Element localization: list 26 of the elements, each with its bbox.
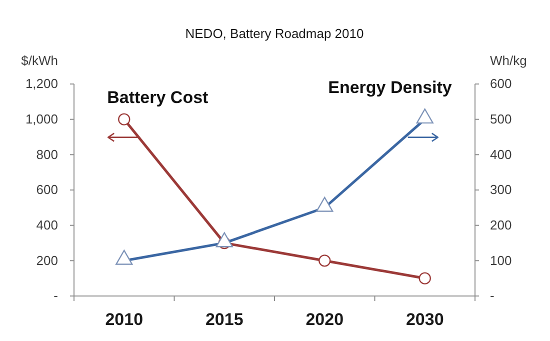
point	[118, 113, 130, 126]
y-tick-label: 1,200	[25, 76, 58, 92]
y2-tick-label: -	[490, 288, 494, 304]
x-tick-label: 2020	[306, 310, 344, 330]
y2-axis-title: Wh/kg	[490, 53, 527, 68]
series-label: Battery Cost	[107, 88, 209, 107]
y2-tick-label: 200	[490, 217, 512, 232]
chart-title: NEDO, Battery Roadmap 2010	[185, 26, 364, 41]
y2-tick-label: 100	[490, 252, 512, 268]
y-tick-label: 800	[36, 146, 58, 162]
y-tick-label: -	[54, 288, 58, 304]
point	[318, 254, 331, 267]
series-label: Energy Density	[328, 78, 452, 97]
x-tick-label: 2015	[205, 310, 244, 330]
y2-tick-label: 500	[490, 111, 512, 126]
y2-tick-label: 400	[490, 146, 512, 162]
y2-tick-label: 300	[490, 182, 512, 198]
y-tick-label: 600	[36, 182, 58, 198]
point	[418, 272, 431, 284]
x-tick-label: 2030	[406, 310, 444, 330]
x-tick-label: 2010	[105, 310, 144, 330]
y-axis-title: $/kWh	[21, 53, 58, 68]
y2-tick-label: 600	[490, 76, 512, 92]
y-tick-label: 200	[36, 252, 58, 268]
y-tick-label: 1,000	[25, 111, 58, 126]
y-tick-label: 400	[36, 217, 58, 232]
